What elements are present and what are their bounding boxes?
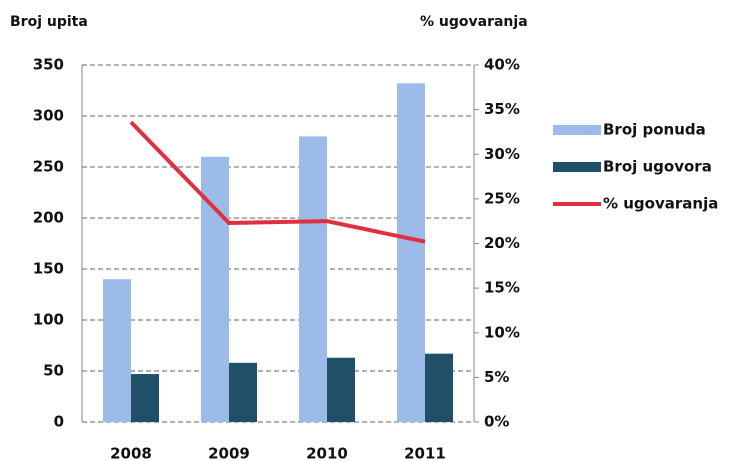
y2-axis-title: % ugovaranja bbox=[420, 14, 528, 30]
y2-tick-label: 30% bbox=[484, 145, 520, 163]
y2-tick-label: 10% bbox=[484, 323, 520, 341]
y-tick-label: 50 bbox=[43, 362, 64, 380]
y2-tick-label: 35% bbox=[484, 100, 520, 118]
y2-tick-label: 20% bbox=[484, 234, 520, 252]
legend-swatch bbox=[553, 125, 601, 135]
y-tick-label: 300 bbox=[33, 107, 64, 125]
bar bbox=[425, 353, 453, 422]
bar bbox=[327, 357, 355, 422]
legend-swatch bbox=[553, 162, 601, 172]
bar bbox=[103, 279, 131, 422]
y-tick-label: 250 bbox=[33, 158, 64, 176]
x-tick-label: 2010 bbox=[306, 445, 348, 461]
line bbox=[129, 120, 426, 244]
y-tick-label: 100 bbox=[33, 311, 64, 329]
y2-tick-label: 0% bbox=[484, 413, 509, 431]
bar bbox=[131, 374, 159, 422]
y-axis-title: Broj upita bbox=[10, 14, 88, 30]
y-tick-label: 150 bbox=[33, 260, 64, 278]
y2-tick-label: 25% bbox=[484, 189, 520, 207]
legend-label: % ugovaranja bbox=[603, 195, 718, 213]
legend-label: Broj ugovora bbox=[603, 158, 712, 176]
legend-label: Broj ponuda bbox=[603, 121, 706, 139]
bar bbox=[397, 83, 425, 423]
y-tick-label: 350 bbox=[33, 56, 64, 74]
y2-tick-label: 40% bbox=[484, 56, 520, 74]
y2-tick-label: 15% bbox=[484, 279, 520, 297]
x-tick-label: 2009 bbox=[208, 445, 250, 461]
y-tick-label: 0 bbox=[54, 413, 64, 431]
x-tick-label: 2008 bbox=[110, 445, 152, 461]
bar bbox=[229, 362, 257, 422]
y2-tick-label: 5% bbox=[484, 368, 509, 386]
x-tick-label: 2011 bbox=[404, 445, 446, 461]
y-tick-label: 200 bbox=[33, 209, 64, 227]
bar bbox=[299, 136, 327, 422]
